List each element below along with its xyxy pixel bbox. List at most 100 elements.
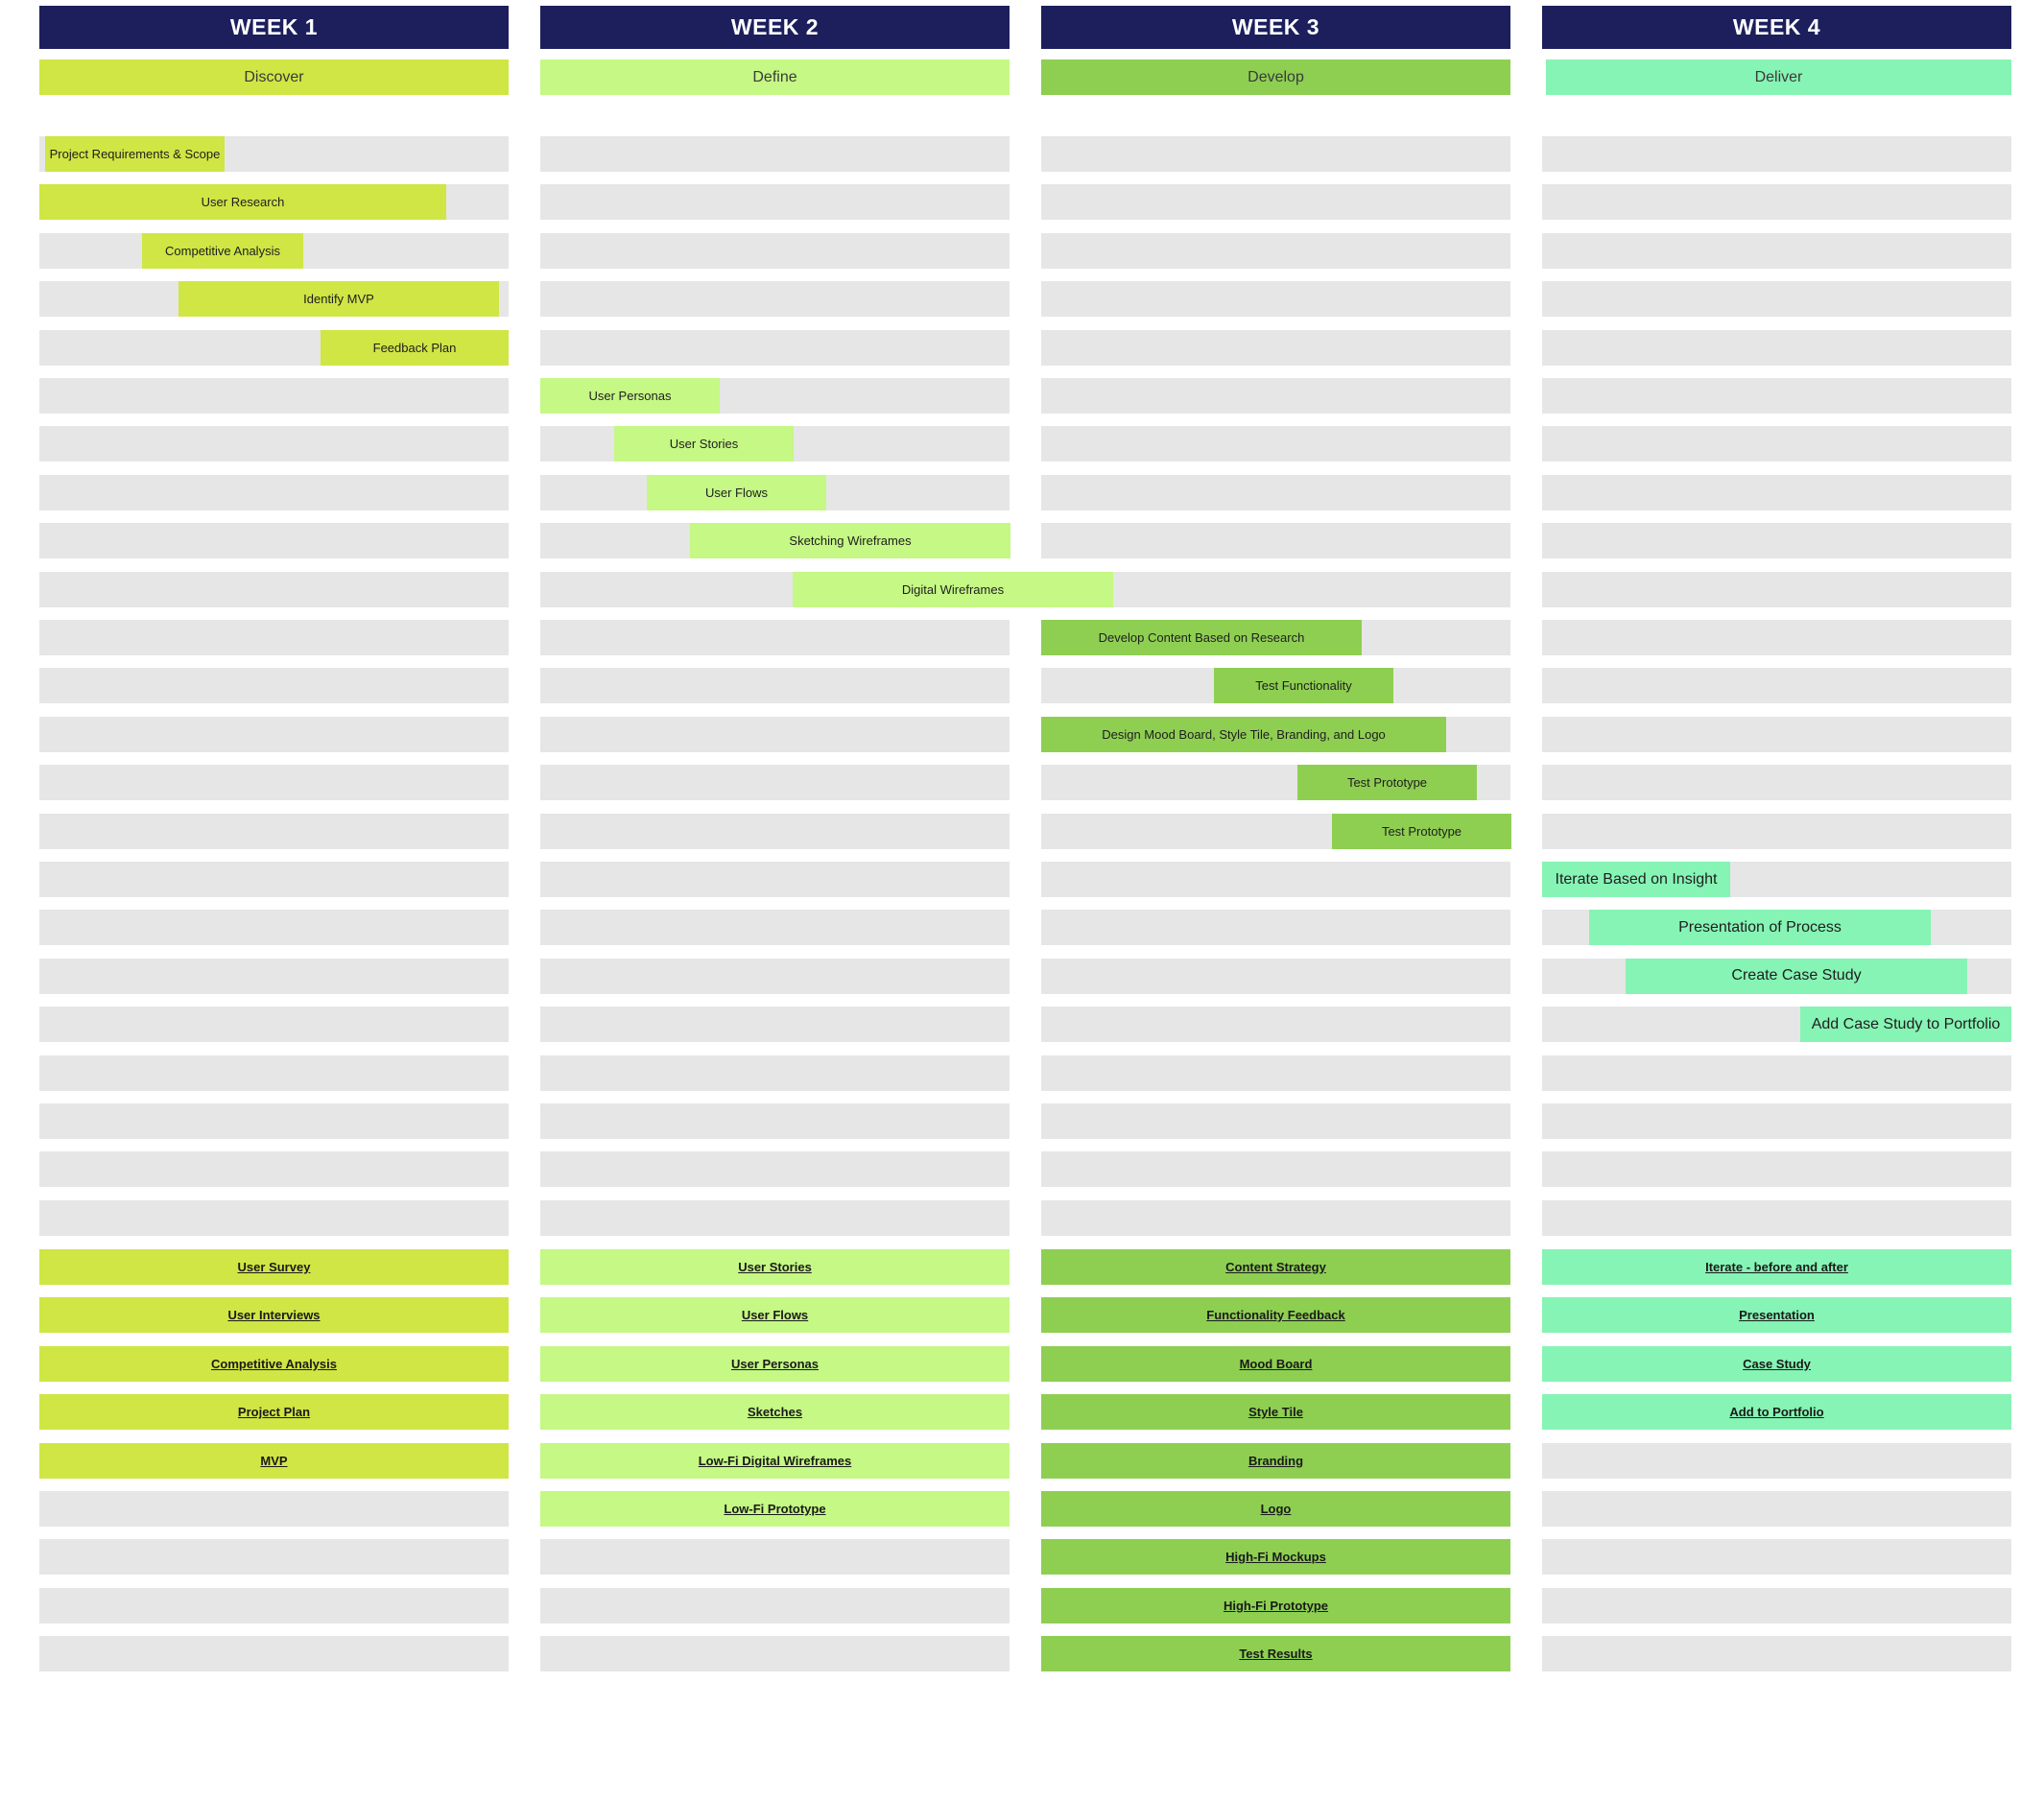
timeline-track — [540, 329, 1010, 366]
deliverable-link[interactable]: Logo — [1041, 1491, 1510, 1527]
timeline-track — [540, 1055, 1010, 1091]
task-bar[interactable]: Develop Content Based on Research — [1041, 620, 1362, 655]
timeline-track — [1041, 1151, 1510, 1188]
deliverable-link[interactable]: User Flows — [540, 1297, 1010, 1334]
timeline-track — [1041, 184, 1510, 221]
task-bar[interactable]: Feedback Plan — [321, 329, 509, 366]
deliverable-link[interactable]: High-Fi Mockups — [1041, 1539, 1510, 1576]
timeline-track — [1041, 1007, 1510, 1043]
timeline-track — [39, 1199, 509, 1236]
timeline-track — [39, 813, 509, 849]
task-bar[interactable]: Competitive Analysis — [142, 232, 303, 269]
timeline-track — [1041, 329, 1510, 366]
timeline-track — [540, 620, 1010, 655]
timeline-track — [39, 910, 509, 946]
task-bar[interactable]: Add Case Study to Portfolio — [1800, 1007, 2011, 1043]
task-bar[interactable]: User Personas — [540, 378, 720, 414]
timeline-track — [540, 765, 1010, 801]
deliverable-link[interactable]: Add to Portfolio — [1542, 1394, 2011, 1431]
timeline-track — [1542, 232, 2011, 269]
timeline-track — [1542, 668, 2011, 704]
phase-label: Deliver — [1546, 59, 2011, 95]
timeline-track — [1041, 1055, 1510, 1091]
timeline-track — [1041, 958, 1510, 994]
task-bar[interactable]: Presentation of Process — [1589, 910, 1931, 946]
timeline-track — [1542, 716, 2011, 752]
deliverable-link[interactable]: Test Results — [1041, 1636, 1510, 1672]
deliverable-link[interactable]: Competitive Analysis — [39, 1345, 509, 1382]
timeline-track — [1542, 813, 2011, 849]
timeline-track — [540, 1103, 1010, 1139]
deliverable-link[interactable]: Presentation — [1542, 1297, 2011, 1334]
deliverable-empty-slot — [39, 1587, 509, 1623]
timeline-track — [1542, 1151, 2011, 1188]
deliverable-empty-slot — [540, 1587, 1010, 1623]
deliverable-link[interactable]: Sketches — [540, 1394, 1010, 1431]
deliverable-link[interactable]: High-Fi Prototype — [1041, 1587, 1510, 1623]
timeline-track — [39, 620, 509, 655]
timeline-track — [540, 668, 1010, 704]
timeline-track — [1041, 910, 1510, 946]
timeline-track — [1542, 1199, 2011, 1236]
deliverable-link[interactable]: Style Tile — [1041, 1394, 1510, 1431]
deliverable-link[interactable]: Branding — [1041, 1442, 1510, 1479]
deliverable-empty-slot — [1542, 1587, 2011, 1623]
deliverable-link[interactable]: Low-Fi Prototype — [540, 1491, 1010, 1527]
deliverable-link[interactable]: User Interviews — [39, 1297, 509, 1334]
deliverable-link[interactable]: MVP — [39, 1442, 509, 1479]
timeline-track — [1041, 474, 1510, 510]
task-bar[interactable]: Sketching Wireframes — [690, 523, 1010, 559]
timeline-track — [1542, 329, 2011, 366]
task-bar[interactable]: Project Requirements & Scope — [45, 136, 225, 172]
timeline-track — [1041, 1103, 1510, 1139]
deliverable-link[interactable]: Low-Fi Digital Wireframes — [540, 1442, 1010, 1479]
deliverable-link[interactable]: Functionality Feedback — [1041, 1297, 1510, 1334]
deliverable-link[interactable]: Project Plan — [39, 1394, 509, 1431]
deliverable-empty-slot — [1542, 1636, 2011, 1672]
timeline-track — [540, 862, 1010, 897]
timeline-track — [540, 281, 1010, 318]
deliverable-empty-slot — [39, 1539, 509, 1576]
task-bar[interactable]: Test Prototype — [1332, 813, 1511, 849]
timeline-track — [39, 426, 509, 462]
timeline-track — [540, 958, 1010, 994]
timeline-track — [1542, 136, 2011, 172]
task-bar[interactable]: Digital Wireframes — [793, 571, 1113, 607]
task-bar[interactable]: Design Mood Board, Style Tile, Branding,… — [1041, 716, 1446, 752]
timeline-track — [540, 1199, 1010, 1236]
task-bar[interactable]: Iterate Based on Insight — [1542, 862, 1730, 897]
deliverable-link[interactable]: Content Strategy — [1041, 1249, 1510, 1285]
timeline-track — [39, 1151, 509, 1188]
deliverable-link[interactable]: User Stories — [540, 1249, 1010, 1285]
timeline-track — [1542, 765, 2011, 801]
timeline-track — [1542, 571, 2011, 607]
task-bar[interactable]: User Research — [39, 184, 446, 221]
task-bar[interactable]: User Stories — [614, 426, 794, 462]
week-header: WEEK 2 — [540, 6, 1010, 49]
timeline-track — [1041, 862, 1510, 897]
task-bar[interactable]: User Flows — [647, 474, 826, 510]
deliverable-link[interactable]: User Survey — [39, 1249, 509, 1285]
week-header: WEEK 3 — [1041, 6, 1510, 49]
deliverable-empty-slot — [1542, 1442, 2011, 1479]
timeline-track — [39, 1007, 509, 1043]
task-bar[interactable]: Test Functionality — [1214, 668, 1393, 704]
timeline-track — [1041, 232, 1510, 269]
timeline-track — [540, 716, 1010, 752]
deliverable-empty-slot — [540, 1636, 1010, 1672]
task-bar[interactable]: Identify MVP — [178, 281, 499, 318]
task-bar[interactable]: Create Case Study — [1626, 958, 1967, 994]
timeline-track — [1041, 571, 1510, 607]
timeline-track — [39, 378, 509, 414]
deliverable-link[interactable]: Mood Board — [1041, 1345, 1510, 1382]
deliverable-link[interactable]: Iterate - before and after — [1542, 1249, 2011, 1285]
deliverable-link[interactable]: User Personas — [540, 1345, 1010, 1382]
timeline-track — [39, 716, 509, 752]
phase-label: Define — [540, 59, 1010, 95]
week-header: WEEK 1 — [39, 6, 509, 49]
timeline-track — [1041, 136, 1510, 172]
timeline-track — [1041, 378, 1510, 414]
timeline-track — [39, 668, 509, 704]
task-bar[interactable]: Test Prototype — [1297, 765, 1477, 801]
deliverable-link[interactable]: Case Study — [1542, 1345, 2011, 1382]
